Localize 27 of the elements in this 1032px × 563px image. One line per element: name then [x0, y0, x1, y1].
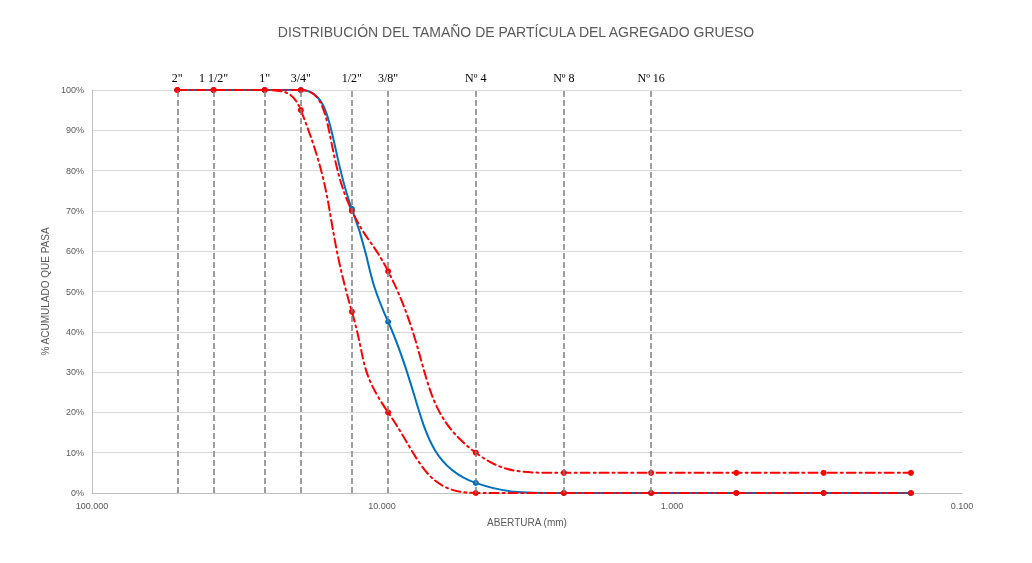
annotation: Nº 8: [553, 71, 575, 85]
y-tick-label: 50%: [65, 286, 84, 297]
annotation: 2": [171, 71, 183, 85]
y-tick-label: 0%: [70, 488, 84, 498]
x-tick-label: 100.000: [75, 500, 109, 511]
chart-title: DISTRIBUCIÓN DEL TAMAÑO DE PARTÍCULA DEL AGREGADO GRUESO: [277, 24, 755, 40]
y-tick-label: 30%: [65, 367, 84, 378]
x-tick-label: 0.100: [950, 500, 974, 511]
annotation: 1": [259, 71, 271, 85]
annotation: 3/8": [378, 71, 399, 85]
y-tick-label: 20%: [65, 407, 84, 418]
x-axis-title: ABERTURA (mm): [487, 516, 567, 528]
y-tick-label: 10%: [65, 447, 84, 458]
annotation: 1/2": [341, 71, 363, 85]
annotation: Nº 4: [465, 71, 487, 85]
y-tick-label: 40%: [65, 326, 84, 337]
y-tick-label: 80%: [65, 165, 84, 176]
annotation: Nº 16: [637, 71, 665, 85]
y-tick-label: 60%: [65, 246, 84, 257]
y-tick-label: 70%: [65, 205, 84, 216]
x-tick-label: 10.000: [368, 500, 396, 511]
annotation: 1 1/2": [198, 71, 229, 85]
y-tick-label: 100%: [60, 85, 84, 95]
annotation: 3/4": [290, 71, 312, 85]
y-axis-title: % ACUMULADO QUE PASA: [39, 227, 51, 356]
y-tick-label: 90%: [65, 125, 84, 136]
x-tick-label: 1.000: [660, 500, 684, 511]
